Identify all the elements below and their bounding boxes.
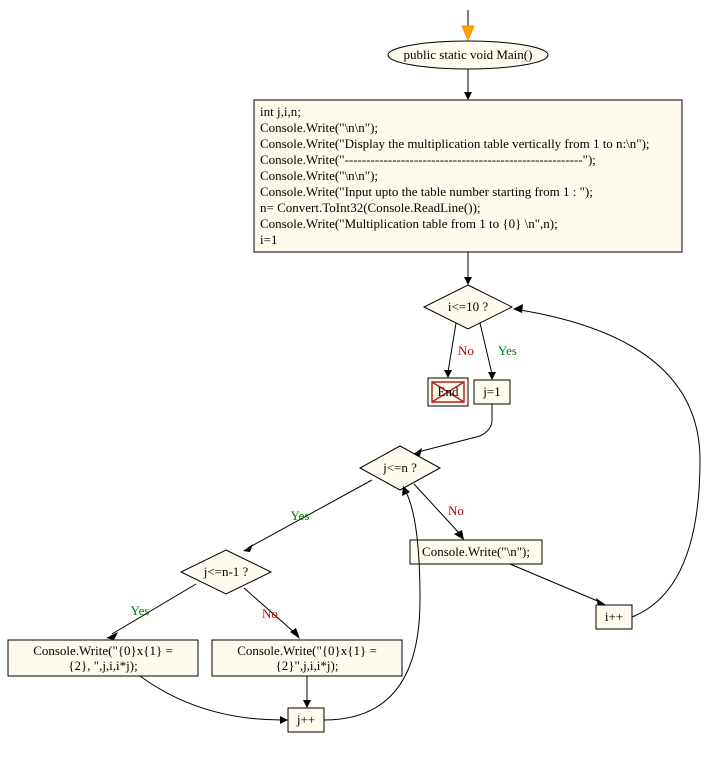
init-line-6: n= Convert.ToInt32(Console.ReadLine()); (260, 200, 481, 215)
node-jinit: j=1 (474, 380, 510, 404)
jinit-label: j=1 (482, 384, 500, 399)
node-jinc: j++ (288, 708, 324, 732)
node-cond-j1: j<=n-1 ? (181, 550, 271, 594)
init-line-5: Console.Write("Input upto the table numb… (260, 184, 593, 199)
edge-start-init (464, 69, 472, 100)
write-nocomma-line-0: Console.Write("{0}x{1} = (237, 643, 377, 658)
write-nocomma-line-1: {2}",j,i,i*j); (276, 658, 339, 673)
cond-j1-no-label: No (262, 606, 278, 621)
node-init: int j,i,n; Console.Write("\n\n"); Consol… (254, 100, 682, 252)
node-end: End (428, 378, 468, 406)
edge-init-condi (464, 252, 472, 285)
start-label: public static void Main() (404, 47, 533, 62)
node-iinc: i++ (596, 605, 632, 629)
node-newline: Console.Write("\n"); (410, 540, 542, 564)
init-line-3: Console.Write("-------------------------… (260, 152, 596, 167)
jinc-label: j++ (296, 712, 315, 727)
node-cond-j: j<=n ? (360, 446, 440, 490)
newline-label: Console.Write("\n"); (422, 544, 530, 559)
cond-i-no-label: No (458, 343, 474, 358)
init-line-8: i=1 (260, 232, 277, 247)
cond-i-label: i<=10 ? (448, 299, 489, 314)
edge-condj-newline: No (414, 484, 464, 540)
edge-condj1-writenocomma: No (244, 588, 300, 639)
init-line-4: Console.Write("\n\n"); (260, 168, 378, 183)
init-line-7: Console.Write("Multiplication table from… (260, 216, 558, 231)
node-write-comma: Console.Write("{0}x{1} = {2}, ",j,i,i*j)… (8, 640, 198, 676)
cond-i-yes-label: Yes (498, 343, 517, 358)
edge-writenocomma-jinc (303, 676, 311, 708)
edge-writecomma-jinc (140, 676, 288, 724)
cond-j-no-label: No (448, 503, 464, 518)
node-start: public static void Main() (388, 41, 548, 69)
start-arrow-icon (462, 10, 474, 40)
node-cond-i: i<=10 ? (424, 285, 512, 329)
edge-iinc-condi (513, 304, 700, 617)
edge-jinc-condj (324, 486, 420, 720)
iinc-label: i++ (605, 609, 623, 624)
edge-condj-condj1: Yes (243, 480, 372, 552)
write-comma-line-0: Console.Write("{0}x{1} = (33, 643, 173, 658)
init-line-2: Console.Write("Display the multiplicatio… (260, 136, 650, 151)
edge-condi-jinit: Yes (480, 323, 517, 380)
cond-j1-yes-label: Yes (131, 603, 150, 618)
edge-jinit-condj (412, 404, 492, 456)
end-label: End (438, 384, 459, 399)
edge-condj1-writecomma: Yes (106, 584, 196, 640)
cond-j-label: j<=n ? (382, 460, 417, 475)
flowchart-canvas: public static void Main() int j,i,n; Con… (0, 0, 722, 761)
node-write-nocomma: Console.Write("{0}x{1} = {2}",j,i,i*j); (212, 640, 402, 676)
write-comma-line-1: {2}, ",j,i,i*j); (68, 658, 137, 673)
edge-condi-end: No (444, 323, 474, 378)
init-line-1: Console.Write("\n\n"); (260, 120, 378, 135)
cond-j1-label: j<=n-1 ? (203, 564, 249, 579)
edge-newline-iinc (510, 564, 606, 606)
init-line-0: int j,i,n; (260, 104, 301, 119)
cond-j-yes-label: Yes (291, 508, 310, 523)
